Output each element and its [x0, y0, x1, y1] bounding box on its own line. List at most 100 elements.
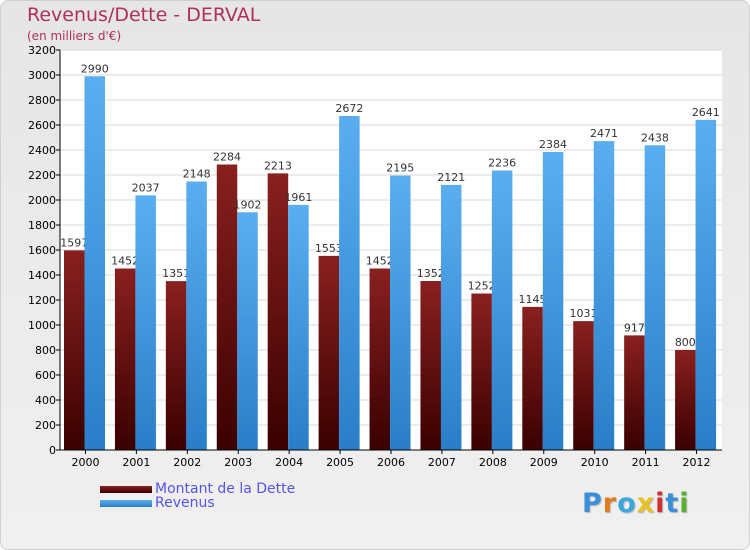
bar-dette: [471, 293, 492, 450]
value-label-revenus: 2641: [692, 106, 720, 119]
logo-letter: x: [636, 488, 656, 519]
value-label-dette: 2213: [264, 159, 292, 172]
value-label-revenus: 1961: [284, 191, 312, 204]
y-axis: 0 200 400 600 800 1000 1200 1400 1600 1800 2000 220…: [28, 44, 61, 457]
legend-label-dette: Montant de la Dette: [155, 481, 296, 497]
x-tick-label: 2003: [224, 456, 252, 469]
value-label-dette: 1252: [468, 280, 496, 293]
logo-letter: o: [617, 488, 637, 519]
bar-revenus: [135, 195, 156, 450]
y-tick-label: 800: [35, 344, 56, 357]
value-label-revenus: 2438: [641, 131, 669, 144]
y-tick-label: 200: [35, 419, 56, 432]
x-tick-label: 2001: [122, 456, 150, 469]
x-tick-label: 2007: [428, 456, 456, 469]
x-axis: 2000 2001 2002 2003 2004 2005 2006 2007 2008 2009…: [60, 449, 722, 469]
chart-subtitle: (en milliers d'€): [27, 29, 122, 43]
value-label-revenus: 2148: [183, 168, 211, 181]
logo-letter: t: [665, 488, 680, 519]
value-label-dette: 1351: [162, 267, 190, 280]
x-tick-label: 2005: [326, 456, 354, 469]
value-label-revenus: 2195: [386, 162, 414, 175]
bar-revenus: [695, 119, 717, 450]
x-tick-label: 2006: [377, 456, 405, 469]
bar-revenus: [593, 141, 615, 450]
chart-title: Revenus/Dette - DERVAL: [27, 4, 261, 26]
bar-dette: [573, 321, 594, 450]
logo-letter: P: [582, 488, 603, 519]
y-tick-label: 2800: [28, 94, 56, 107]
x-tick-label: 2000: [71, 456, 99, 469]
x-tick-label: 2004: [275, 456, 303, 469]
y-tick-label: 2200: [28, 169, 56, 182]
bar-dette: [624, 335, 645, 450]
value-label-revenus: 2672: [335, 102, 363, 115]
bar-dette: [216, 164, 238, 450]
value-label-dette: 1031: [569, 307, 597, 320]
bar-revenus: [390, 175, 411, 450]
legend-swatch-dette: [100, 486, 152, 493]
bar-revenus: [644, 145, 666, 450]
bar-dette: [64, 250, 85, 450]
value-label-revenus: 2121: [437, 171, 465, 184]
value-label-dette: 800: [675, 336, 696, 349]
y-tick-label: 1200: [28, 294, 56, 307]
y-tick-label: 2000: [28, 194, 56, 207]
y-tick-label: 2600: [28, 119, 56, 132]
y-tick-label: 1600: [28, 244, 56, 257]
bar-revenus: [288, 204, 309, 450]
y-tick-label: 1800: [28, 219, 56, 232]
logo-letter: r: [602, 488, 618, 519]
bar-dette: [369, 268, 391, 450]
bar-dette: [267, 173, 289, 450]
x-tick-label: 2009: [530, 456, 558, 469]
value-label-revenus: 1902: [234, 198, 262, 211]
value-label-revenus: 2384: [539, 138, 567, 151]
x-tick-label: 2012: [683, 456, 711, 469]
bar-dette: [675, 350, 696, 450]
value-label-dette: 1352: [417, 267, 445, 280]
y-tick-label: 600: [35, 369, 56, 382]
bar-revenus: [491, 170, 513, 450]
y-tick-label: 400: [35, 394, 56, 407]
y-tick-label: 0: [49, 444, 56, 457]
bar-revenus: [440, 184, 462, 450]
x-tick-label: 2011: [632, 456, 660, 469]
bar-dette: [420, 281, 441, 450]
bar-dette: [165, 281, 187, 450]
bar-revenus: [339, 116, 360, 450]
value-label-dette: 1145: [519, 293, 547, 306]
x-tick-label: 2010: [581, 456, 609, 469]
proxiti-logo: Proxiti: [582, 488, 690, 519]
bar-revenus: [237, 212, 258, 450]
x-tick-label: 2008: [479, 456, 507, 469]
value-label-dette: 1553: [315, 242, 343, 255]
value-label-dette: 1452: [111, 255, 139, 268]
legend-swatch-revenus: [100, 500, 152, 507]
value-label-revenus: 2236: [488, 157, 516, 170]
x-tick-label: 2002: [173, 456, 201, 469]
y-tick-label: 2400: [28, 144, 56, 157]
bar-revenus: [84, 76, 105, 450]
value-label-dette: 1597: [60, 236, 88, 249]
legend-label-revenus: Revenus: [155, 495, 215, 511]
bar-dette: [318, 255, 340, 450]
value-label-revenus: 2037: [132, 181, 160, 194]
value-label-revenus: 2471: [590, 127, 618, 140]
y-tick-label: 1000: [28, 319, 56, 332]
value-label-dette: 2284: [213, 151, 241, 164]
logo-letter: i: [655, 488, 666, 519]
logo-letter: i: [679, 488, 690, 519]
bar-revenus: [186, 181, 207, 450]
y-tick-label: 3000: [28, 69, 56, 82]
bar-revenus: [542, 152, 564, 450]
y-tick-label: 1400: [28, 269, 56, 282]
value-label-dette: 1452: [366, 255, 394, 268]
y-tick-label: 3200: [28, 44, 56, 57]
value-label-dette: 917: [624, 321, 645, 334]
value-label-revenus: 2990: [81, 62, 109, 75]
bar-dette: [114, 268, 136, 450]
bar-dette: [522, 306, 543, 450]
